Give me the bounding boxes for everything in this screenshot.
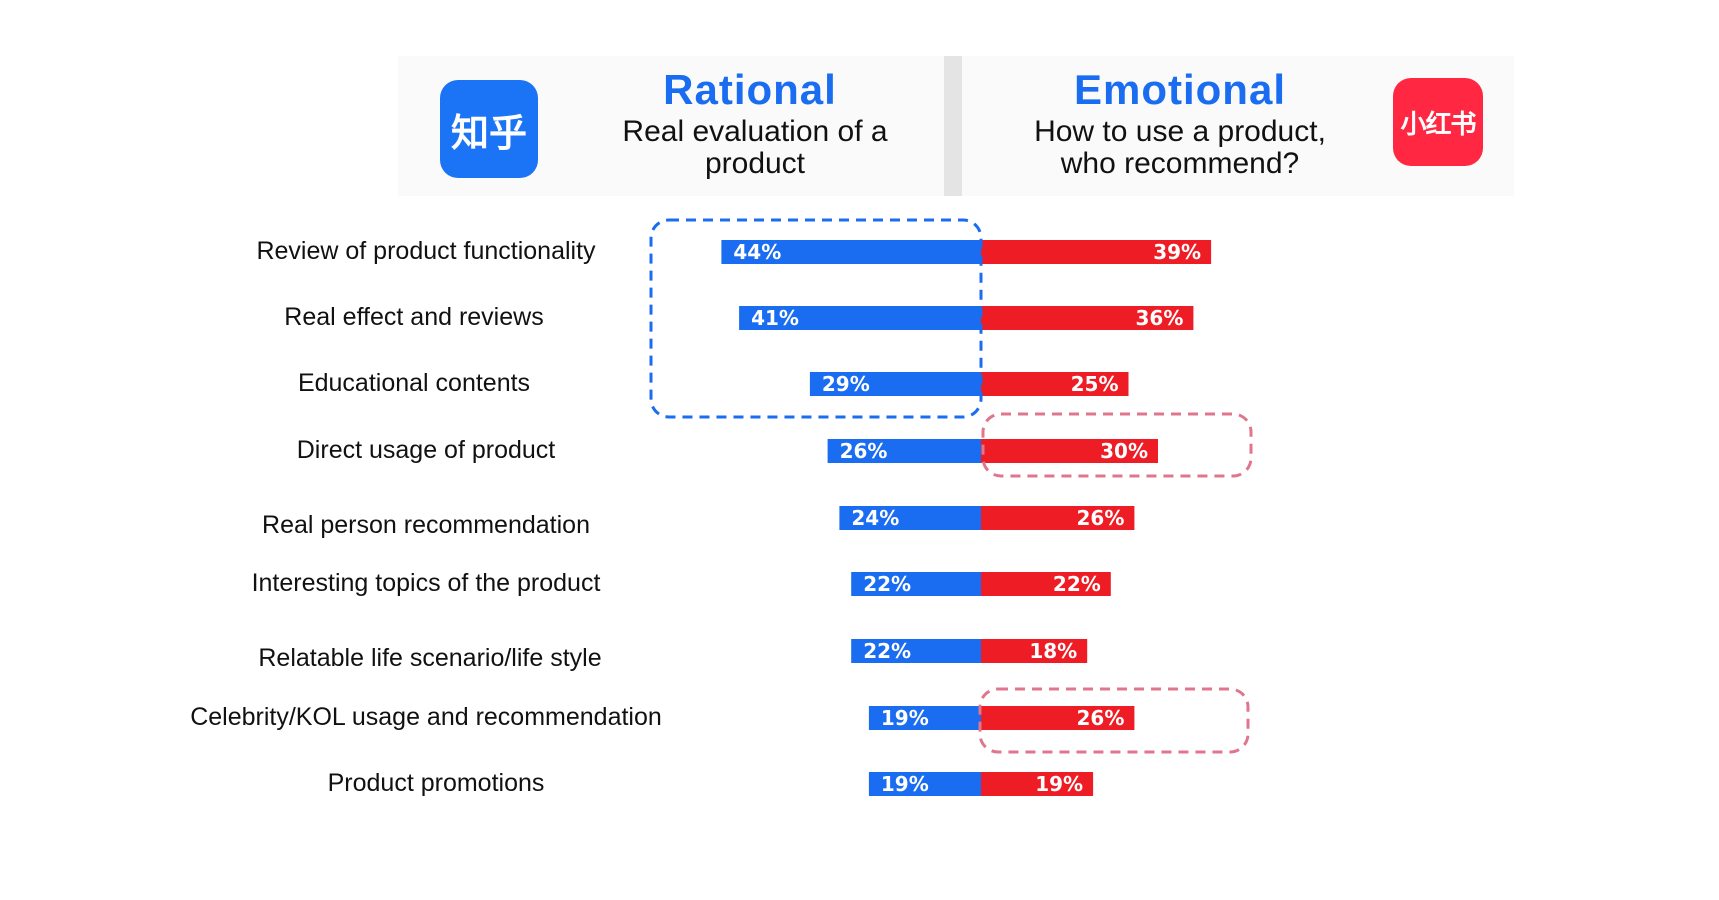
bar-rational-real-effect-and-reviews — [739, 306, 981, 330]
emotional-title: Emotional — [1073, 66, 1286, 113]
category-label-educational-contents: Educational contents — [297, 369, 531, 397]
header-divider — [944, 56, 962, 196]
rational-title: Rational — [663, 66, 837, 113]
value-label-emotional-real-effect-and-reviews: 36% — [1136, 306, 1184, 330]
bar-emotional-real-effect-and-reviews — [981, 306, 1194, 330]
category-label-product-promotions: Product promotions — [327, 769, 545, 797]
highlight-box-direct-usage — [981, 412, 1253, 478]
value-label-rational-product-promotions: 19% — [881, 772, 929, 796]
category-label-real-person-recommendation: Real person recommendation — [262, 511, 590, 539]
bar-rational-direct-usage-of-product — [827, 439, 981, 463]
bar-emotional-direct-usage-of-product — [981, 439, 1158, 463]
value-label-rational-review-of-product-functionality: 44% — [733, 240, 781, 264]
category-label-real-effect-and-reviews: Real effect and reviews — [284, 303, 544, 331]
value-label-rational-interesting-topics-of-the-product: 22% — [863, 572, 911, 596]
value-label-emotional-relatable-life-scenario-life-style: 18% — [1029, 639, 1077, 663]
bar-rational-review-of-product-functionality — [721, 240, 981, 264]
emotional-subtitle: How to use a product, who recommend? — [1034, 115, 1326, 180]
bar-emotional-real-person-recommendation — [981, 506, 1135, 530]
bar-rational-celebrity-kol-usage-and-recommendation — [868, 706, 981, 730]
bar-emotional-celebrity-kol-usage-and-recommendation — [981, 706, 1135, 730]
value-label-emotional-direct-usage-of-product: 30% — [1100, 439, 1148, 463]
value-label-rational-direct-usage-of-product: 26% — [840, 439, 888, 463]
value-label-emotional-real-person-recommendation: 26% — [1077, 506, 1125, 530]
category-label-direct-usage-of-product: Direct usage of product — [296, 436, 556, 464]
bar-emotional-review-of-product-functionality — [981, 240, 1212, 264]
value-label-emotional-product-promotions: 19% — [1035, 772, 1083, 796]
category-label-review-of-product-functionality: Review of product functionality — [256, 237, 596, 265]
bar-rational-product-promotions — [868, 772, 981, 796]
value-label-rational-real-person-recommendation: 24% — [851, 506, 899, 530]
bar-emotional-interesting-topics-of-the-product — [981, 572, 1111, 596]
zhihu-logo-icon: 知乎 — [440, 80, 538, 178]
bar-emotional-product-promotions — [981, 772, 1094, 796]
value-label-rational-relatable-life-scenario-life-style: 22% — [863, 639, 911, 663]
category-label-relatable-life-scenario-life-style: Relatable life scenario/life style — [258, 644, 602, 672]
bar-rational-interesting-topics-of-the-product — [851, 572, 981, 596]
category-label-celebrity-kol-usage-and-recommendation: Celebrity/KOL usage and recommendation — [190, 703, 662, 731]
xiaohongshu-logo-icon: 小红书 — [1393, 78, 1483, 166]
rational-subtitle: Real evaluation of a product — [622, 115, 888, 180]
value-label-emotional-review-of-product-functionality: 39% — [1153, 240, 1201, 264]
highlight-box-celebrity — [978, 687, 1250, 754]
value-label-emotional-educational-contents: 25% — [1071, 372, 1119, 396]
category-label-interesting-topics-of-the-product: Interesting topics of the product — [251, 569, 601, 597]
bar-rational-real-person-recommendation — [839, 506, 981, 530]
value-label-rational-educational-contents: 29% — [822, 372, 870, 396]
bar-emotional-relatable-life-scenario-life-style — [981, 639, 1088, 663]
bar-rational-relatable-life-scenario-life-style — [851, 639, 981, 663]
bar-rational-educational-contents — [809, 372, 981, 396]
value-label-emotional-interesting-topics-of-the-product: 22% — [1053, 572, 1101, 596]
value-label-rational-celebrity-kol-usage-and-recommendation: 19% — [881, 706, 929, 730]
bar-emotional-educational-contents — [981, 372, 1129, 396]
value-label-emotional-celebrity-kol-usage-and-recommendation: 26% — [1077, 706, 1125, 730]
value-label-rational-real-effect-and-reviews: 41% — [751, 306, 799, 330]
